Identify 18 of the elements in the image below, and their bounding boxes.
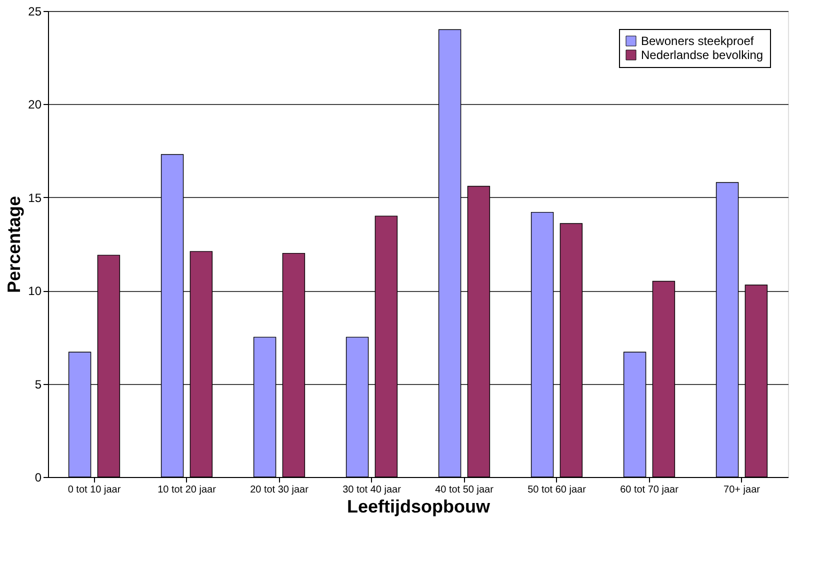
y-tick-label: 25: [28, 4, 42, 18]
x-tick-label: 0 tot 10 jaar: [68, 484, 122, 496]
y-tick-label: 20: [28, 98, 42, 112]
y-axis-title: Percentage: [4, 196, 24, 294]
x-tick-label: 30 tot 40 jaar: [342, 484, 402, 496]
y-tick-label: 0: [34, 470, 42, 484]
legend-label: Bewoners steekproef: [641, 34, 754, 48]
x-tick-label: 70+ jaar: [724, 484, 761, 496]
y-tick-label: 10: [28, 284, 42, 298]
y-tick-label: 15: [28, 190, 42, 205]
x-tick-label: 50 tot 60 jaar: [528, 484, 587, 496]
x-tick-label: 10 tot 20 jaar: [158, 484, 217, 496]
x-tick-label: 40 tot 50 jaar: [435, 484, 494, 496]
x-tick-label: 20 tot 30 jaar: [250, 484, 310, 496]
legend-label: Nederlandse bevolking: [641, 48, 764, 62]
y-tick-label: 5: [34, 377, 42, 392]
x-axis-title: Leeftijdsopbouw: [347, 496, 491, 516]
x-tick-label: 60 tot 70 jaar: [620, 484, 680, 496]
